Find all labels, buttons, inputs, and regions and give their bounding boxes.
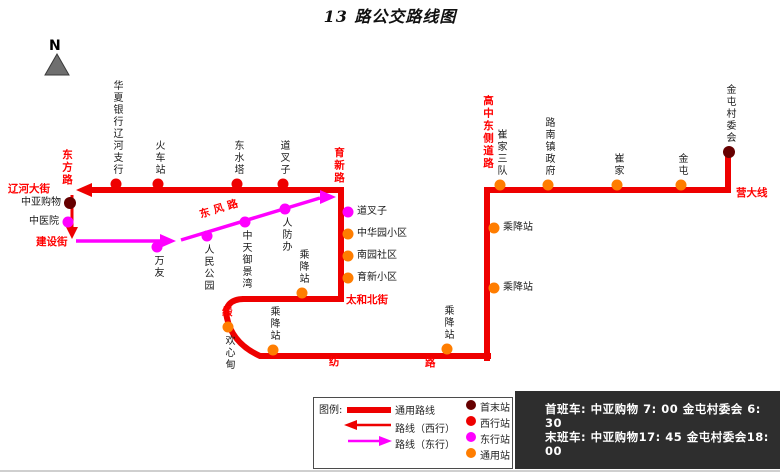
station-dot-east (342, 206, 354, 218)
station-dot-terminal (64, 197, 76, 209)
station-label: 中亚购物 (21, 197, 61, 208)
station-dot-common (542, 179, 554, 191)
route-bottom-loop (223, 296, 491, 359)
legend-west-station-label: 西行站 (480, 419, 510, 430)
westbound-route-arrows (66, 183, 92, 239)
down-arrowhead-icon (66, 227, 78, 239)
station-label: 崔家 (612, 153, 623, 177)
legend-east-route-label: 路线（东行） (395, 440, 455, 451)
road-label: 路 (425, 357, 436, 369)
legend-common-station-label: 通用站 (480, 451, 510, 462)
road-label: 育新路 (333, 147, 345, 185)
station-dot-west (231, 178, 243, 190)
station-dot-common (441, 343, 453, 355)
station-dot-common (488, 222, 500, 234)
legend-terminal-station-label: 首末站 (480, 403, 510, 414)
station-label: 乘降站 (268, 306, 279, 342)
station-dot-common (296, 287, 308, 299)
road-label: 高中东侧道路 (482, 95, 494, 170)
legend-symbols (344, 400, 476, 458)
legend-box: 图例: 通用路线 路线（西行） 路线（东行） 首末站 西行站 东行站 通用站 (313, 397, 513, 469)
station-label: 东水塔 (232, 140, 243, 176)
legend-terminal-dot-icon (466, 400, 476, 410)
station-dot-east (201, 230, 213, 242)
station-label: 华夏银行辽河支行 (111, 80, 122, 176)
station-label: 万友 (152, 255, 163, 279)
east-arrowhead2-icon (320, 190, 336, 204)
window-bottom-divider (0, 470, 780, 472)
station-label: 南园社区 (357, 250, 397, 261)
station-dot-east (151, 241, 163, 253)
route-yuxin-road (242, 187, 344, 302)
road-label: 纺 (329, 356, 340, 368)
station-label: 崔家三队 (495, 129, 506, 177)
station-label: 道叉子 (357, 206, 387, 217)
road-label: 太和北街 (346, 294, 388, 306)
legend-common-dot-icon (466, 448, 476, 458)
route-east-loop (484, 155, 731, 361)
station-label: 欢心甸 (223, 335, 234, 371)
road-label: 营大线 (736, 187, 768, 199)
station-label: 中天御景湾 (240, 230, 251, 290)
station-dot-west (110, 178, 122, 190)
station-dot-west (152, 178, 164, 190)
station-dots-layer (62, 146, 735, 356)
station-label: 火车站 (153, 140, 164, 176)
station-dot-common (494, 179, 506, 191)
road-label: 辽河大街 (8, 183, 50, 195)
legend-thick-route-icon (347, 407, 391, 413)
station-dot-common (267, 344, 279, 356)
page-title: 13 路公交路线图 (323, 7, 457, 26)
station-label: 乘降站 (297, 249, 308, 285)
station-label: 乘降站 (442, 305, 453, 341)
station-label: 中医院 (29, 216, 59, 227)
road-label: 缎 (222, 306, 233, 318)
station-dot-common (342, 228, 354, 240)
station-label: 金屯 (676, 153, 687, 177)
station-label: 中华园小区 (357, 228, 407, 239)
station-dot-east (239, 216, 251, 228)
legend-west-route-label: 路线（西行） (395, 424, 455, 435)
station-label: 乘降站 (503, 282, 533, 293)
legend-east-station-label: 东行站 (480, 435, 510, 446)
station-label: 乘降站 (503, 222, 533, 233)
road-label: 东方路 (61, 149, 73, 187)
legend-east-arrow-icon (379, 436, 392, 446)
station-label: 金屯村委会 (724, 84, 735, 144)
station-dot-east (62, 216, 74, 228)
station-dot-common (488, 282, 500, 294)
station-dot-common (675, 179, 687, 191)
compass-arrow-icon (44, 52, 70, 76)
legend-west-dot-icon (466, 416, 476, 426)
station-dot-terminal (723, 146, 735, 158)
first-bus-schedule: 首班车: 中亚购物 7: 00 金屯村委会 6: 30 (545, 402, 761, 430)
station-dot-common (611, 179, 623, 191)
common-route-lines (88, 155, 731, 361)
schedule-box: 首班车: 中亚购物 7: 00 金屯村委会 6: 30 末班车: 中亚购物17:… (515, 391, 780, 469)
last-bus-schedule: 末班车: 中亚购物17: 45 金屯村委会18: 00 (545, 430, 769, 458)
station-label: 人防办 (280, 217, 291, 253)
station-dot-west (277, 178, 289, 190)
station-dot-east (279, 203, 291, 215)
station-label: 路南镇政府 (543, 117, 554, 177)
station-label: 道叉子 (278, 140, 289, 176)
station-dot-common (342, 250, 354, 262)
compass-north-label: N (49, 38, 61, 54)
legend-east-dot-icon (466, 432, 476, 442)
road-label: 建设街 (36, 236, 68, 248)
station-label: 育新小区 (357, 272, 397, 283)
west-arrowhead-icon (76, 183, 92, 197)
legend-common-route-label: 通用路线 (395, 406, 435, 417)
legend-west-arrow-icon (344, 420, 357, 430)
station-dot-common (222, 321, 234, 333)
east-arrowhead-icon (160, 234, 176, 248)
legend-title: 图例: (319, 405, 343, 416)
station-label: 人民公园 (202, 244, 213, 292)
station-dot-common (342, 272, 354, 284)
